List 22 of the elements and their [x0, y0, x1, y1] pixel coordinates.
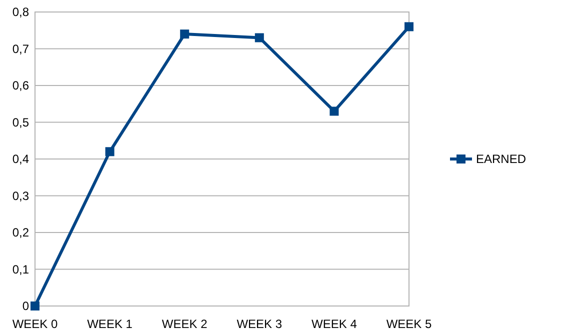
y-tick-label: 0,7	[12, 42, 30, 56]
y-tick-label: 0,2	[12, 226, 30, 240]
x-tick-label: WEEK 1	[87, 317, 133, 331]
point	[330, 106, 339, 116]
x-tick-label: WEEK 3	[236, 317, 282, 331]
legend-label: EARNED	[476, 152, 526, 166]
point	[30, 302, 40, 310]
y-tick-label: 0	[22, 299, 30, 314]
y-tick-label: 0,4	[12, 152, 30, 166]
x-tick-label: WEEK 4	[312, 317, 358, 331]
y-tick-label: 0,6	[12, 78, 30, 93]
y-tick-label: 0,8	[12, 5, 30, 20]
y-tick-label: 0,3	[12, 188, 30, 203]
y-tick-label: 0,1	[12, 262, 30, 276]
y-tick-label: 0,5	[12, 115, 30, 130]
point	[180, 30, 190, 39]
x-tick-label: WEEK 0	[12, 317, 58, 331]
point	[105, 147, 114, 156]
point	[254, 33, 264, 42]
x-tick-label: WEEK 2	[162, 317, 208, 331]
point	[404, 22, 414, 32]
x-tick-label: WEEK 5	[386, 317, 432, 331]
